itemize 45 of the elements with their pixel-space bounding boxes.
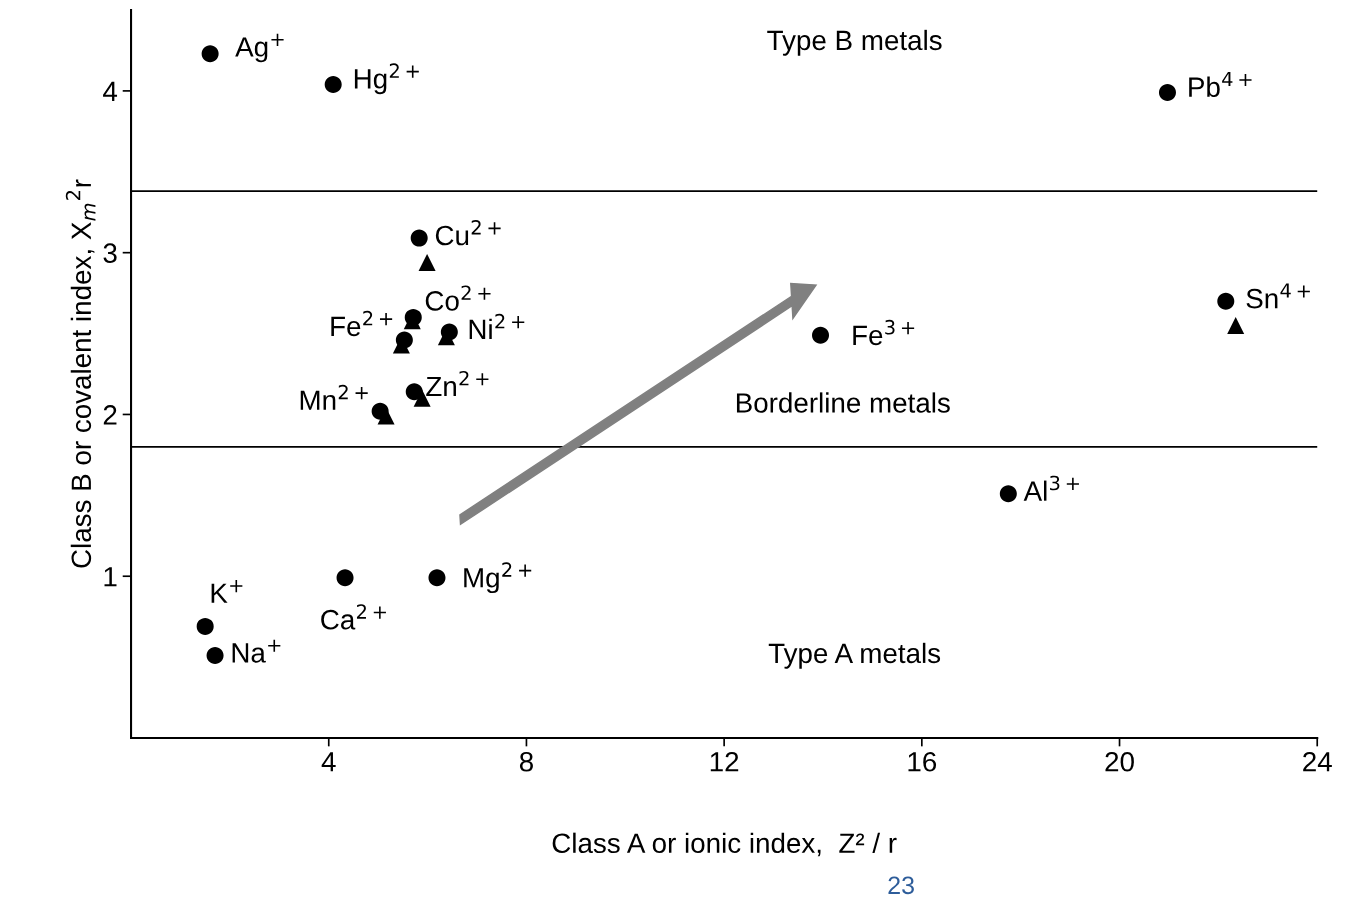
point xyxy=(428,569,446,587)
point xyxy=(812,326,830,344)
y-tick-label: 1 xyxy=(104,567,117,587)
point xyxy=(999,485,1017,503)
x-tick-label: 4 xyxy=(321,752,336,772)
point xyxy=(1217,292,1235,310)
point xyxy=(336,569,354,587)
point xyxy=(1158,84,1176,102)
data-label: Cu$^{2+}$ xyxy=(435,220,501,246)
x-tick-label: 12 xyxy=(710,751,739,772)
y-axis-title: Class B or covalent index, X$_{m}$$^{2}$r xyxy=(65,179,96,568)
y-tick-label: 2 xyxy=(103,405,117,425)
data-label: Mn$^{2+}$ xyxy=(300,384,368,410)
x-axis-title: Class A or ionic index, Z² / r xyxy=(552,832,897,857)
point xyxy=(206,647,224,665)
annotation: Borderline metals xyxy=(736,392,950,413)
data-label: Na$^{+}$ xyxy=(232,639,281,663)
data-label: Sn$^{4+}$ xyxy=(1246,283,1310,309)
data-label: Fe$^{3+}$ xyxy=(853,319,915,346)
annotation: Type A metals xyxy=(768,642,941,669)
data-label: Pb$^{4+}$ xyxy=(1189,71,1252,98)
data-label: Zn$^{2+}$ xyxy=(426,370,489,396)
data-label: Hg$^{2+}$ xyxy=(354,63,419,95)
x-tick-label: 20 xyxy=(1105,751,1134,772)
point xyxy=(201,45,219,63)
text: 23 xyxy=(888,876,914,895)
y-tick-label: 3 xyxy=(103,243,117,264)
x-tick-label: 24 xyxy=(1303,751,1332,772)
point xyxy=(324,75,342,93)
x-tick-label: 8 xyxy=(519,751,533,772)
data-label: Fe$^{2+}$ xyxy=(331,310,393,337)
data-label: Al$^{3+}$ xyxy=(1023,475,1079,501)
data-label: K$^{+}$ xyxy=(211,579,243,603)
data-label: Ni$^{2+}$ xyxy=(469,313,525,339)
point xyxy=(418,253,436,271)
annotation: Type B metals xyxy=(767,29,942,56)
data-label: Ag$^{+}$ xyxy=(235,33,284,63)
data-label: Co$^{2+}$ xyxy=(425,285,491,311)
data-label: Mg$^{2+}$ xyxy=(464,562,532,594)
y-tick-label: 4 xyxy=(103,81,118,101)
point xyxy=(196,617,214,635)
point xyxy=(1227,316,1245,334)
point xyxy=(410,229,428,247)
data-label: Ca$^{2+}$ xyxy=(321,604,386,630)
x-tick-label: 16 xyxy=(908,751,937,772)
